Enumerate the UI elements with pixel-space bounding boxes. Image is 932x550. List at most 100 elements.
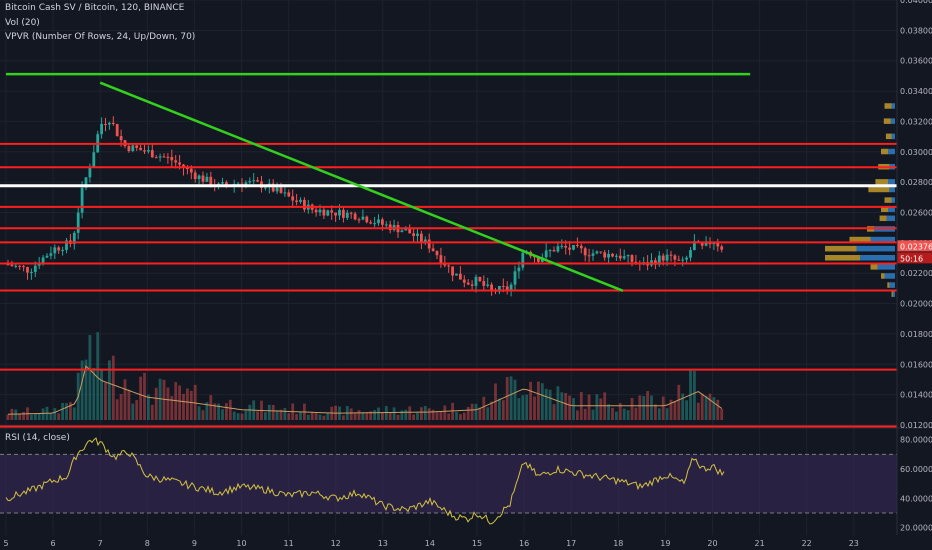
candle-body (357, 219, 361, 221)
candle-body (486, 284, 490, 286)
candle-body (135, 145, 139, 148)
volume-bar (135, 400, 139, 420)
drawn-lines (0, 72, 897, 428)
candle-body (630, 255, 634, 262)
volume-bar (618, 403, 622, 420)
volume-bar (696, 402, 700, 420)
candle-body (607, 253, 610, 258)
candle-body (618, 255, 622, 259)
candle-body (361, 216, 365, 220)
volume-bar (154, 387, 158, 420)
candle-body (139, 147, 142, 151)
candle-body (201, 175, 205, 182)
candle-body (26, 267, 29, 273)
volume-bar (189, 390, 193, 420)
candle-body (681, 259, 685, 261)
candle-body (88, 166, 92, 178)
volume-bar (478, 407, 482, 420)
volume-bar (225, 403, 228, 420)
volume-bar (420, 407, 423, 420)
volume-bar (657, 408, 661, 420)
candle-body (80, 187, 84, 213)
x-tick-label: 22 (802, 539, 812, 548)
candle-body (166, 156, 170, 158)
volume-bar (22, 411, 25, 420)
candle-body (611, 253, 614, 257)
volume-bar (104, 382, 107, 420)
volume-bar (61, 402, 64, 420)
candle-body (560, 245, 564, 247)
rsi-legend[interactable]: RSI (14, close) (5, 433, 70, 443)
vpvr-up-bar (870, 236, 895, 243)
candle-body (150, 150, 154, 158)
candle-body (654, 260, 657, 265)
candle-body (178, 162, 181, 165)
rsi-tick-label: 60.0000 (900, 465, 932, 474)
candle-body (700, 241, 704, 246)
vpvr-up-bar (889, 186, 895, 193)
vpvr-down-bar (868, 186, 890, 193)
volume-bar (310, 411, 314, 420)
volume-bar (365, 412, 369, 420)
volume-bar (630, 397, 634, 420)
candle-body (365, 216, 369, 223)
candle-body (209, 176, 213, 186)
volume-bar (287, 413, 291, 420)
candle-body (509, 284, 513, 291)
volume-bar (314, 413, 318, 420)
candle-body (205, 176, 209, 182)
vpvr-down-bar (881, 273, 885, 279)
symbol-legend[interactable]: Bitcoin Cash SV / Bitcoin, 120, BINANCE (5, 3, 185, 13)
x-tick-label: 17 (566, 539, 576, 548)
volume-bar (349, 408, 353, 420)
volume-bar (661, 396, 665, 420)
volume-bar (665, 408, 669, 420)
volume-bar (295, 414, 298, 420)
vpvr-histogram (825, 103, 895, 297)
volume-bar (669, 399, 673, 420)
volume-legend[interactable]: Vol (20) (5, 18, 40, 28)
volume-bar (396, 414, 400, 420)
vpvr-legend[interactable]: VPVR (Number Of Rows, 24, Up/Down, 70) (5, 32, 196, 42)
volume-bar (306, 414, 310, 420)
candle-body (131, 145, 135, 151)
volume-bar (108, 360, 111, 420)
candle-body (501, 285, 505, 287)
candle-body (615, 255, 618, 257)
candle-body (669, 254, 673, 256)
candle-body (455, 273, 458, 276)
volume-bar (712, 397, 716, 420)
candle-body (505, 286, 509, 291)
candle-body (41, 257, 45, 265)
candle-body (579, 245, 583, 249)
volume-bar (244, 410, 248, 420)
candle-body (291, 196, 295, 201)
candle-body (37, 264, 41, 266)
x-tick-label: 21 (755, 539, 765, 548)
volume-bar (193, 384, 197, 420)
candle-body (303, 199, 306, 210)
candle-body (576, 244, 579, 246)
volume-bar (65, 403, 68, 420)
volume-bar (92, 367, 96, 420)
vpvr-up-bar (891, 133, 895, 140)
candle-body (248, 181, 252, 183)
volume-bar (100, 369, 103, 420)
candle-body (76, 212, 80, 233)
volume-bar (564, 392, 568, 420)
candle-body (689, 250, 692, 258)
volume-bar (232, 411, 236, 420)
volume-bar (264, 412, 267, 420)
volume-bar (357, 410, 361, 420)
volume-bar (607, 404, 610, 420)
candle-body (143, 150, 146, 152)
volume-bar (205, 402, 209, 420)
x-tick-label: 23 (849, 539, 859, 548)
candle-body (552, 250, 556, 252)
volume-bar (318, 414, 322, 420)
axes: 5 6 7 8 9 10 11 12 13 14 15 16 17 18 19 20 21 22 23 0.04000… (3, 0, 932, 548)
